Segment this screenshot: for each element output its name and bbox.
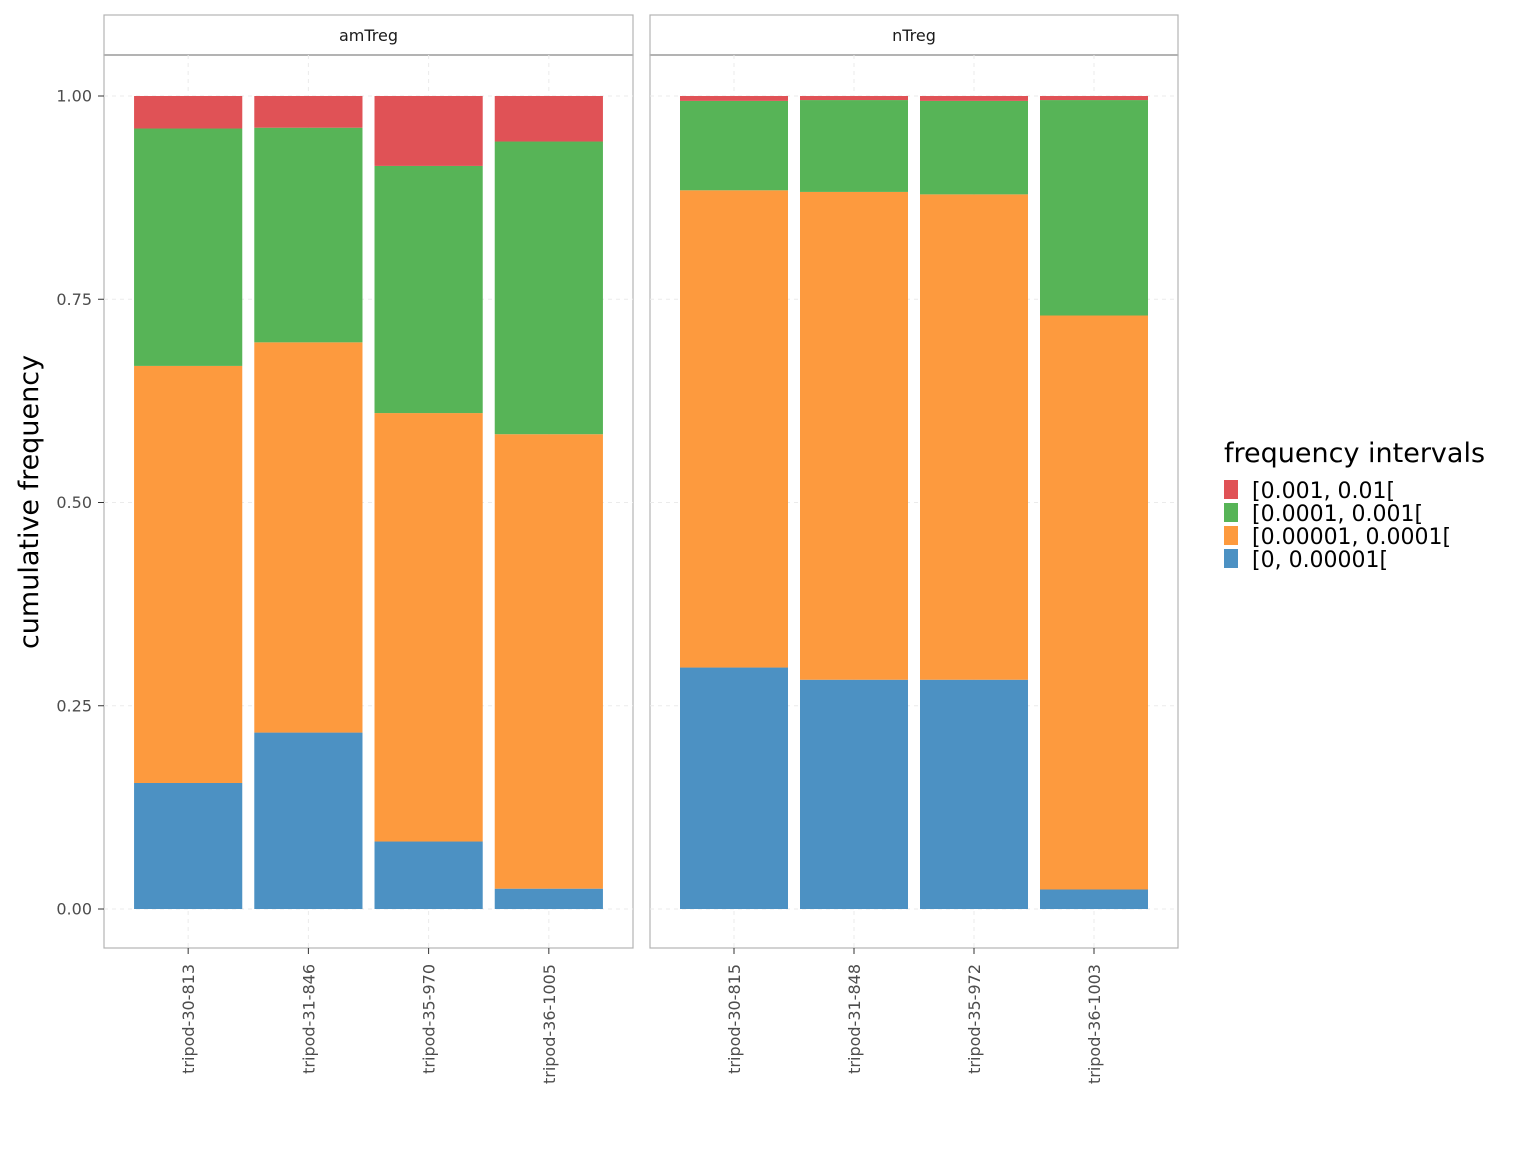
bar-segment	[254, 732, 363, 909]
facet-panels: amTreg tripod-30-813 tripod-31-846 tripod-3…	[103, 14, 1179, 1084]
facet-strip	[649, 14, 1179, 56]
y-tick-label: 0.00	[56, 900, 92, 919]
legend-swatch	[1224, 480, 1238, 499]
bar-segment	[800, 96, 908, 101]
bar-segment	[494, 141, 603, 435]
bar-segment	[134, 365, 243, 783]
bar-segment	[920, 679, 1028, 909]
legend-label: [0.0001, 0.001[	[1252, 502, 1423, 527]
bar-segment	[374, 165, 483, 414]
legend-label: [0.001, 0.01[	[1252, 479, 1395, 504]
x-tick-label: tripod-36-1005	[540, 964, 559, 1084]
bar-segment	[680, 100, 788, 191]
x-tick-label: tripod-31-848	[845, 964, 864, 1074]
bar-segment	[1040, 96, 1148, 101]
x-tick-label: tripod-36-1003	[1085, 964, 1104, 1084]
bar-segment	[494, 434, 603, 889]
legend-swatch	[1224, 526, 1238, 545]
bar-segment	[1040, 889, 1148, 909]
bar-segment	[920, 96, 1028, 101]
legend-swatch	[1224, 549, 1238, 568]
bar-segment	[134, 96, 243, 129]
bar-segment	[680, 667, 788, 909]
legend-title: frequency intervals	[1224, 438, 1485, 469]
bar-segment	[680, 190, 788, 668]
bar-segment	[254, 342, 363, 733]
panel-nTreg: nTreg tripod-30-815 tripod-31-848 tripod-35…	[649, 14, 1179, 1084]
x-tick-label: tripod-35-970	[420, 964, 439, 1074]
legend-label: [0, 0.00001[	[1252, 548, 1388, 573]
y-tick-label: 0.75	[56, 290, 92, 309]
legend-swatch	[1224, 503, 1238, 522]
x-tick-label: tripod-31-846	[299, 964, 318, 1074]
y-axis-title: cumulative frequency	[14, 355, 45, 649]
facet-strip	[103, 14, 634, 56]
bar-segment	[800, 100, 908, 192]
y-tick-label: 0.25	[56, 696, 92, 715]
bar-segment	[494, 96, 603, 142]
bar-segment	[134, 782, 243, 909]
y-tick-label: 1.00	[56, 87, 92, 106]
bar-segment	[254, 96, 363, 128]
y-tick-label: 0.50	[56, 493, 92, 512]
bar-segment	[494, 888, 603, 909]
bar-segment	[1040, 100, 1148, 316]
bar-segment	[134, 128, 243, 366]
facet-strip-label: amTreg	[339, 26, 398, 45]
x-tick-label: tripod-30-813	[179, 964, 198, 1074]
bar-segment	[374, 96, 483, 166]
bar-segment	[920, 194, 1028, 680]
x-tick-label: tripod-30-815	[725, 964, 744, 1074]
facet-strip-label: nTreg	[892, 26, 936, 45]
x-tick-label: tripod-35-972	[965, 964, 984, 1074]
y-axis: 0.00 0.25 0.50 0.75 1.00	[56, 87, 104, 919]
legend: frequency intervals [0.001, 0.01[[0.0001…	[1224, 438, 1485, 573]
legend-label: [0.00001, 0.0001[	[1252, 525, 1451, 550]
panel-amTreg: amTreg tripod-30-813 tripod-31-846 tripod-3…	[103, 14, 634, 1084]
bar-segment	[680, 96, 788, 101]
bar-segment	[800, 191, 908, 680]
bar-segment	[374, 841, 483, 909]
bar-segment	[1040, 315, 1148, 890]
bar-segment	[254, 127, 363, 343]
bar-segment	[800, 679, 908, 909]
bar-segment	[374, 413, 483, 842]
bar-segment	[920, 100, 1028, 195]
